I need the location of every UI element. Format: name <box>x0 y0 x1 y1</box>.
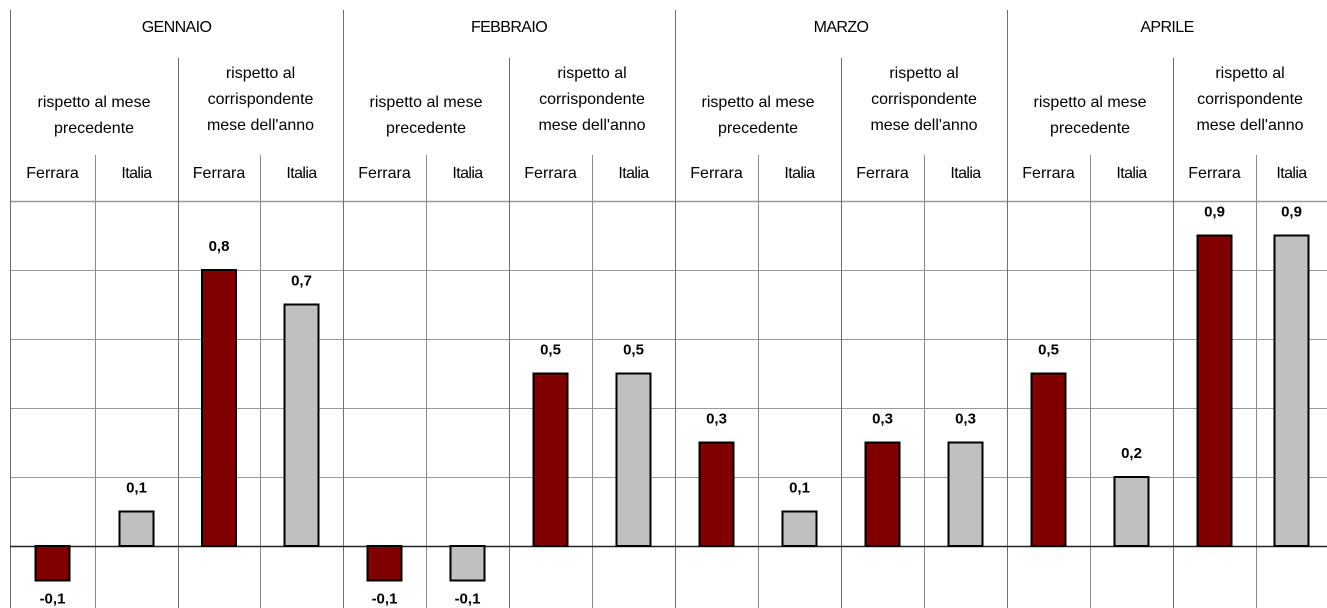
comparison-label: mese dell'anno <box>870 117 977 134</box>
value-label: 0,9 <box>1204 204 1225 221</box>
bar <box>34 545 71 582</box>
comparison-label: mese dell'anno <box>538 117 645 134</box>
comparison-label: precedente <box>386 120 466 137</box>
area-label: Italia <box>1276 165 1307 182</box>
bar <box>1273 234 1310 547</box>
bar <box>947 441 984 547</box>
month-label: FEBBRAIO <box>471 19 547 36</box>
comparison-label: rispetto al mese <box>370 94 483 111</box>
comparison-label: precedente <box>718 120 798 137</box>
area-label: Italia <box>950 165 981 182</box>
bar <box>449 545 486 582</box>
value-label: 0,5 <box>1038 342 1059 359</box>
value-label: 0,1 <box>789 480 810 497</box>
comparison-label: corrispondente <box>539 91 645 108</box>
bar <box>781 510 818 547</box>
comparison-label: rispetto al mese <box>702 94 815 111</box>
column-headers: GENNAIO FEBBRAIO MARZO APRILE rispetto al me… <box>26 19 1308 182</box>
comparison-label: rispetto al mese <box>1034 94 1147 111</box>
bars <box>34 234 1310 582</box>
area-label: Ferrara <box>856 165 909 182</box>
comparison-label: mese dell'anno <box>1196 117 1303 134</box>
comparison-label: rispetto al <box>889 65 958 82</box>
bar <box>1030 372 1067 547</box>
data-labels: -0,1 0,1 0,8 0,7 -0,1 -0,1 0,5 0,5 0,3 0,1 0,3 0,3 0… <box>40 204 1302 608</box>
comparison-label: corrispondente <box>208 91 314 108</box>
comparison-label: precedente <box>54 120 134 137</box>
comparison-label: corrispondente <box>871 91 977 108</box>
area-label: Italia <box>452 165 483 182</box>
bar <box>864 441 901 547</box>
month-label: MARZO <box>814 19 869 36</box>
area-label: Ferrara <box>193 165 246 182</box>
value-label: 0,7 <box>291 273 312 290</box>
area-label: Ferrara <box>358 165 411 182</box>
value-label: 0,8 <box>209 238 230 255</box>
value-label: 0,9 <box>1281 204 1302 221</box>
comparison-label: precedente <box>1050 120 1130 137</box>
area-label: Ferrara <box>1022 165 1075 182</box>
comparison-label: corrispondente <box>1197 91 1303 108</box>
value-label: 0,3 <box>872 411 893 428</box>
value-label: -0,1 <box>455 591 481 608</box>
bar <box>201 269 237 547</box>
area-label: Ferrara <box>26 165 79 182</box>
bar <box>118 510 155 547</box>
value-label: 0,2 <box>1121 445 1142 462</box>
value-label: -0,1 <box>372 591 398 608</box>
value-label: -0,1 <box>40 591 66 608</box>
area-label: Ferrara <box>1188 165 1241 182</box>
bar <box>1113 476 1150 547</box>
bar <box>366 545 403 582</box>
value-label: 0,5 <box>540 342 561 359</box>
area-label: Italia <box>121 165 152 182</box>
value-label: 0,5 <box>623 342 644 359</box>
value-label: 0,3 <box>955 411 976 428</box>
bar <box>615 372 652 547</box>
area-label: Italia <box>784 165 815 182</box>
month-label: APRILE <box>1140 19 1193 36</box>
value-label: 0,1 <box>126 480 147 497</box>
comparison-label: rispetto al <box>1215 65 1284 82</box>
bar <box>1196 234 1233 547</box>
area-label: Italia <box>286 165 317 182</box>
comparison-label: rispetto al <box>557 65 626 82</box>
comparison-label: rispetto al mese <box>38 94 151 111</box>
area-label: Ferrara <box>690 165 743 182</box>
month-label: GENNAIO <box>142 19 212 36</box>
bar <box>532 372 569 547</box>
bar <box>283 303 320 547</box>
area-label: Italia <box>618 165 649 182</box>
value-label: 0,3 <box>706 411 727 428</box>
area-label: Italia <box>1116 165 1147 182</box>
area-label: Ferrara <box>524 165 577 182</box>
comparison-label: mese dell'anno <box>207 117 314 134</box>
bar <box>698 441 735 547</box>
comparison-label: rispetto al <box>226 65 295 82</box>
